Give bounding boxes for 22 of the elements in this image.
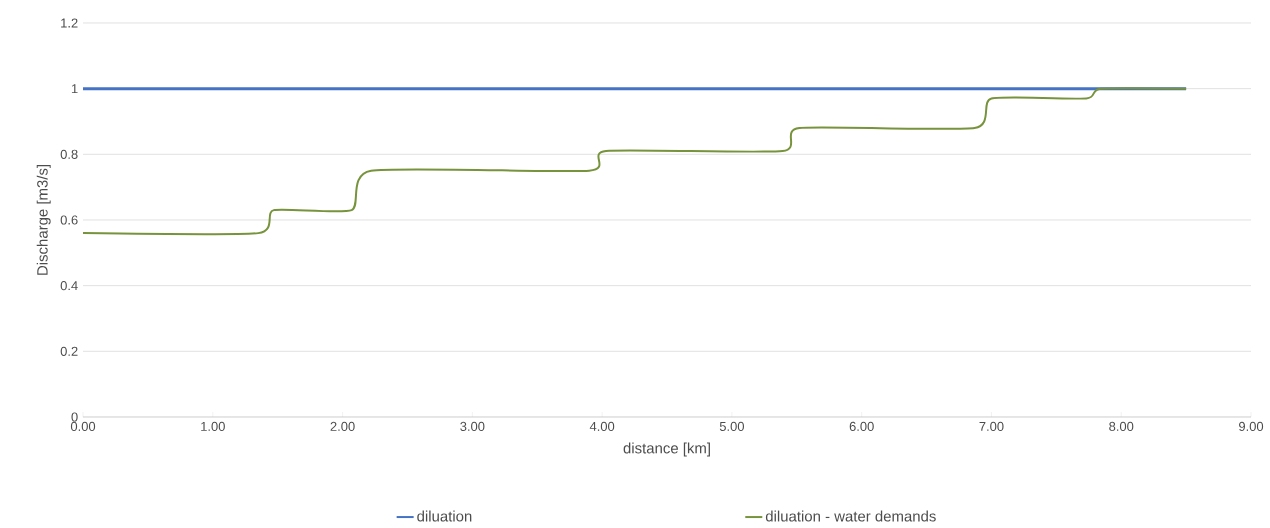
- x-tick-label: 4.00: [589, 422, 615, 432]
- y-tick-label: 0.4: [60, 281, 78, 291]
- y-tick-label: 0.8: [60, 149, 78, 160]
- x-tick-label: 3.00: [460, 422, 485, 432]
- x-tick-label: 7.00: [979, 422, 1004, 432]
- x-tick-label: 2.00: [330, 422, 355, 432]
- legend-label: diluation: [417, 510, 472, 522]
- x-tick-label: 9.00: [1239, 422, 1264, 432]
- y-axis-title: Discharge [m3/s]: [36, 165, 51, 276]
- x-tick-label: 1.00: [201, 422, 225, 432]
- y-tick-label: 0: [71, 412, 78, 422]
- x-tick-label: 6.00: [849, 422, 874, 432]
- y-tick-label: 0.6: [60, 215, 78, 225]
- y-tick-label: 1.2: [61, 18, 78, 28]
- x-axis-title: distance [km]: [623, 442, 710, 457]
- legend-label: diluation - water demands: [765, 510, 936, 522]
- x-tick-label: 8.00: [1109, 422, 1134, 432]
- x-tick-label: 5.00: [719, 422, 744, 432]
- x-tick-label: 0.00: [70, 422, 96, 432]
- line-series: [83, 87, 1188, 236]
- y-tick-label: 0.2: [60, 346, 78, 357]
- y-tick-label: 1: [71, 84, 78, 94]
